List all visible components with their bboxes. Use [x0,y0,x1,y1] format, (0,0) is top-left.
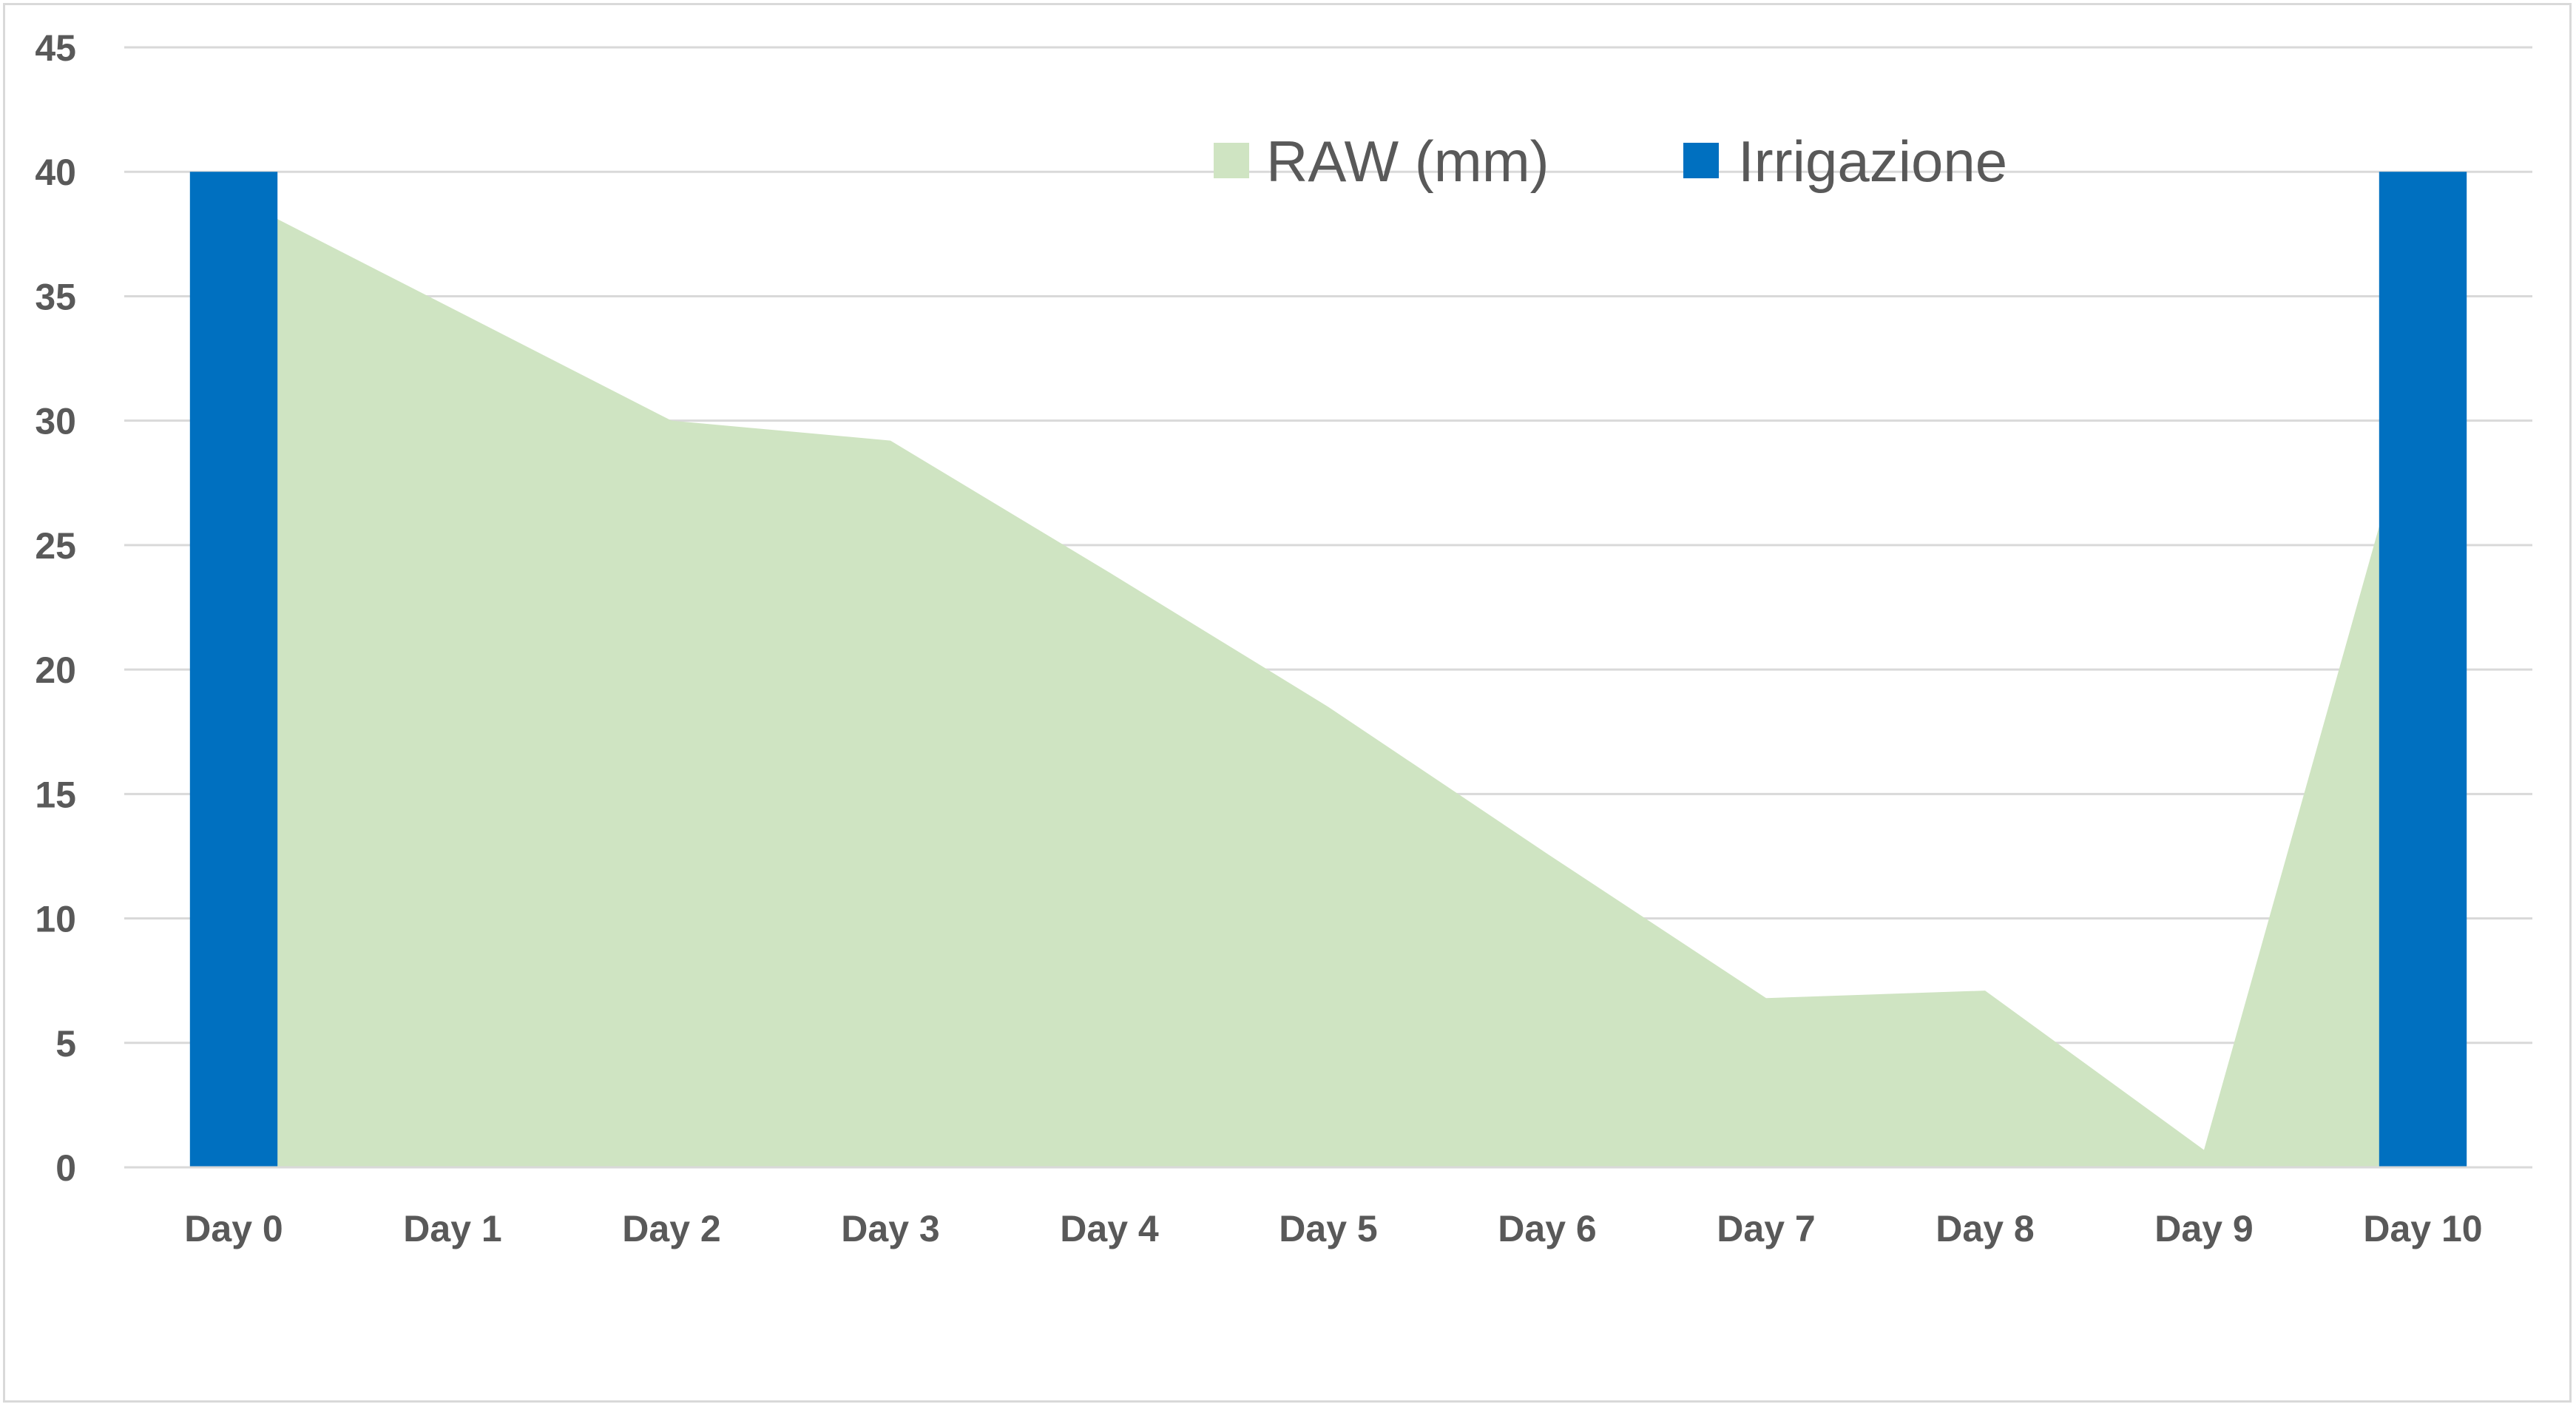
legend-swatch-raw [1214,143,1249,178]
legend-label-raw: RAW (mm) [1266,129,1549,194]
legend-swatch-irrigazione [1683,143,1719,178]
y-tick-label: 5 [55,1023,76,1064]
x-tick-label: Day 3 [841,1208,939,1249]
x-tick-label: Day 6 [1498,1208,1596,1249]
x-tick-label: Day 5 [1279,1208,1377,1249]
y-tick-label: 10 [35,899,76,940]
irrigazione-bar [189,172,278,1168]
x-tick-label: Day 0 [184,1208,283,1249]
y-tick-label: 0 [55,1147,76,1189]
y-tick-label: 45 [35,27,76,69]
irrigazione-bar [2379,172,2467,1168]
raw-area-series [234,196,2423,1167]
y-tick-label: 35 [35,276,76,317]
x-tick-label: Day 10 [2363,1208,2482,1249]
y-axis-tick-labels: 0 5 10 15 20 25 30 35 40 45 [35,27,76,1189]
y-tick-label: 15 [35,774,76,815]
x-tick-label: Day 8 [1936,1208,2034,1249]
raw-area [234,196,2423,1167]
y-tick-label: 40 [35,152,76,193]
legend: RAW (mm) Irrigazione [1214,129,2007,194]
x-tick-label: Day 1 [403,1208,501,1249]
y-tick-label: 30 [35,401,76,442]
legend-label-irrigazione: Irrigazione [1738,129,2007,194]
irrigazione-bar-series [189,172,2467,1168]
x-tick-label: Day 9 [2154,1208,2253,1249]
y-tick-label: 25 [35,525,76,567]
x-tick-label: Day 7 [1717,1208,1815,1249]
x-tick-label: Day 2 [622,1208,720,1249]
x-tick-label: Day 4 [1060,1208,1159,1249]
x-axis-tick-labels: Day 0 Day 1 Day 2 Day 3 Day 4 Day 5 Day 6 Day 7… [184,1208,2482,1249]
y-tick-label: 20 [35,649,76,691]
